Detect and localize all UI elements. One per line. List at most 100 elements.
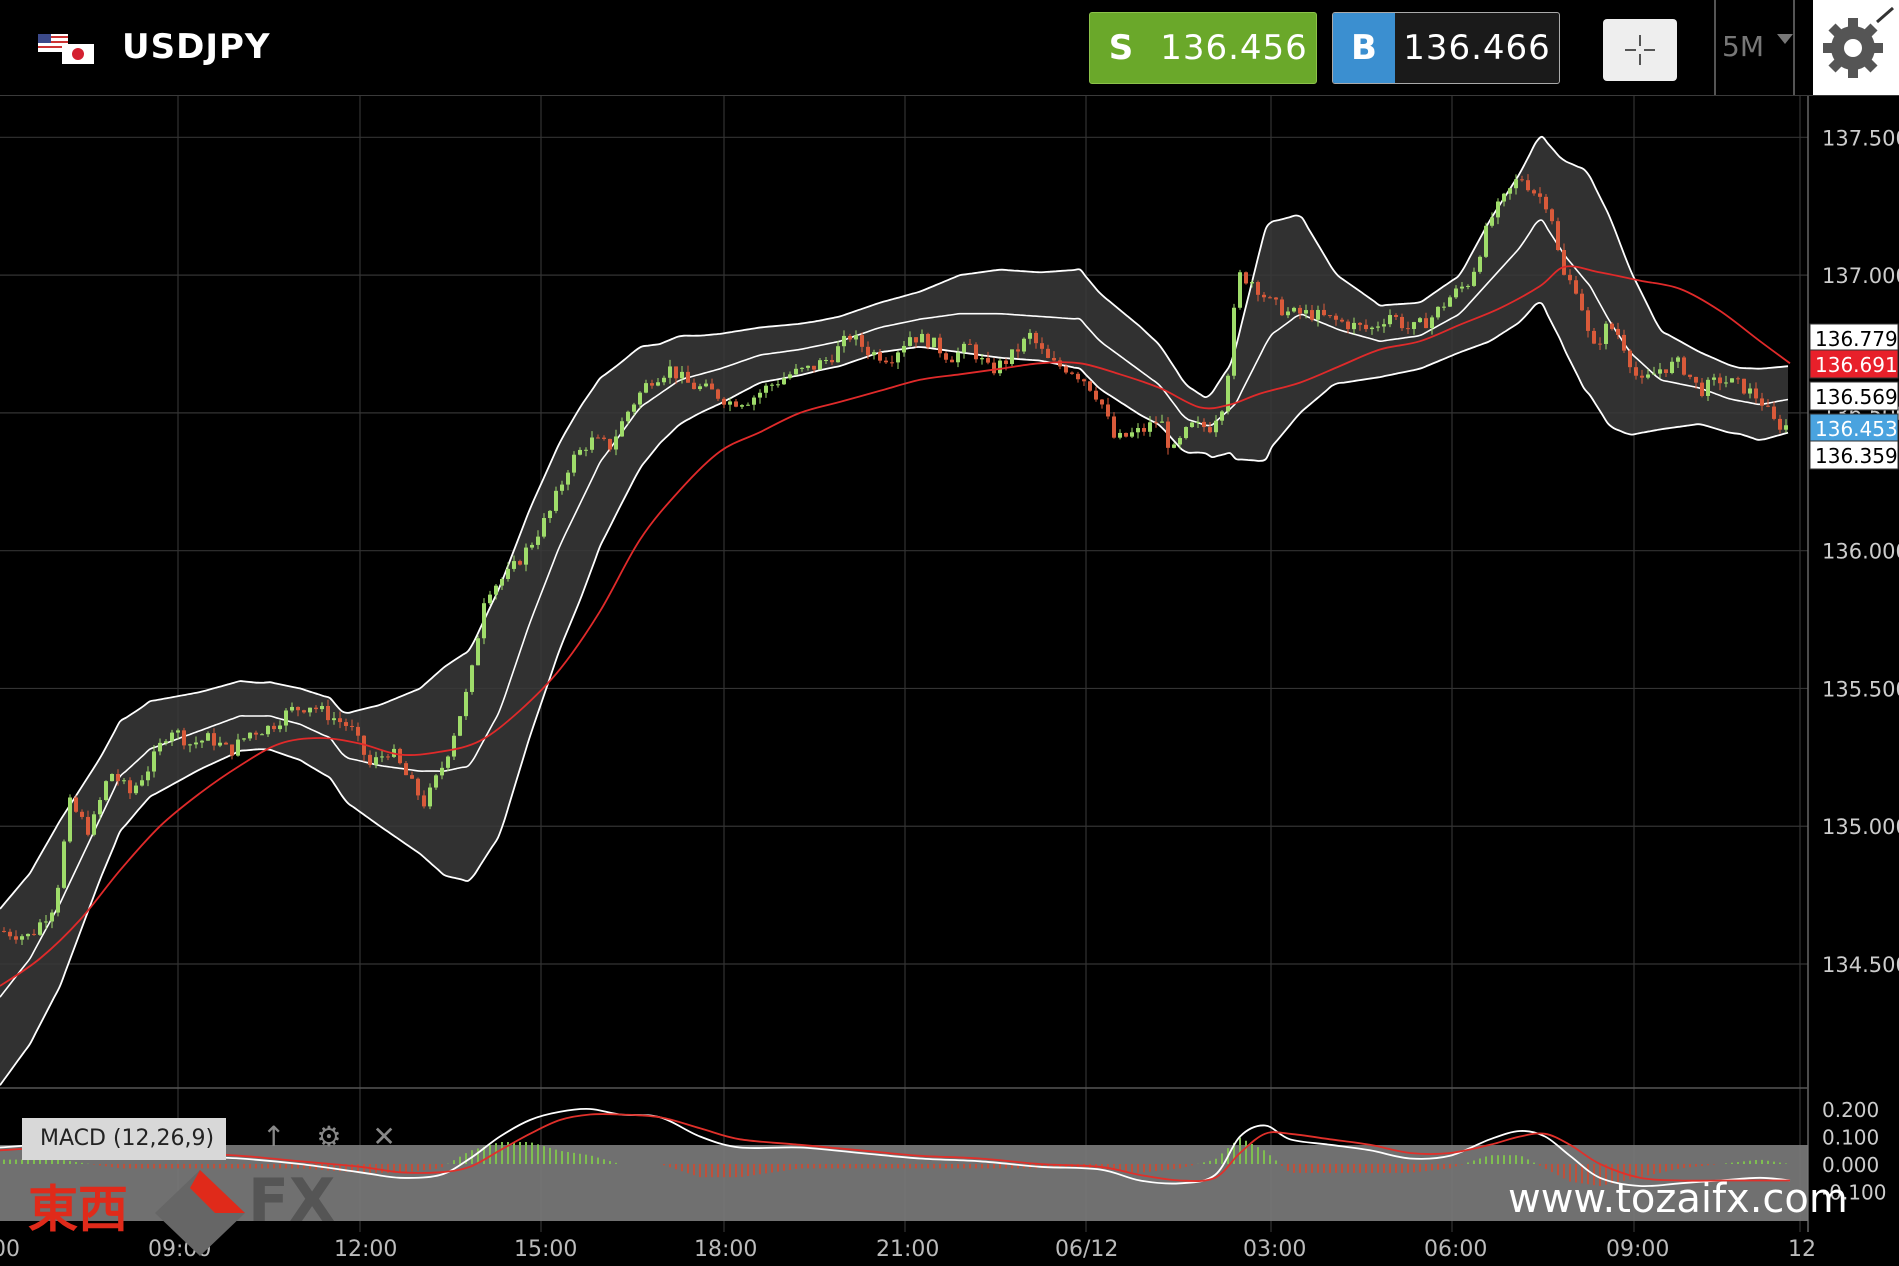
candlesticks: [2, 174, 1788, 946]
move-up-icon[interactable]: ↑: [262, 1120, 286, 1153]
candle-body: [386, 756, 390, 758]
candle-body: [1664, 369, 1668, 374]
candle-body: [1742, 378, 1746, 394]
candle-body: [506, 568, 510, 579]
candle-body: [1364, 324, 1368, 330]
bollinger-bands: [0, 135, 1789, 1086]
logo-diamond-icon: [155, 1170, 246, 1256]
candle-body: [848, 335, 852, 340]
candle-body: [326, 705, 330, 721]
candle-body: [1784, 425, 1788, 430]
candle-body: [752, 397, 756, 405]
candle-body: [1208, 427, 1212, 433]
candle-body: [302, 710, 306, 713]
buy-price: 136.466: [1403, 28, 1551, 68]
candle-body: [1484, 225, 1488, 257]
candle-body: [146, 771, 150, 781]
candle-body: [2, 930, 6, 932]
sell-price: 136.456: [1160, 28, 1308, 68]
sell-letter: S: [1108, 28, 1134, 68]
candle-body: [1268, 297, 1272, 299]
candle-body: [218, 742, 222, 746]
candle-body: [782, 378, 786, 385]
gear-icon: [1823, 6, 1894, 78]
candle-body: [110, 773, 114, 782]
macd-tick-label: 0.100: [1822, 1126, 1879, 1150]
candle-body: [1148, 422, 1152, 432]
candle-body: [1070, 372, 1074, 374]
candle-body: [1052, 357, 1056, 361]
candle-body: [926, 333, 930, 348]
candle-body: [728, 401, 732, 405]
candle-body: [914, 337, 918, 343]
candle-body: [950, 359, 954, 363]
candle-body: [1064, 366, 1068, 373]
candle-body: [1346, 321, 1350, 330]
remove-indicator-icon[interactable]: ✕: [372, 1120, 396, 1153]
candle-body: [1538, 193, 1542, 197]
price-tag: [1809, 381, 1899, 411]
candle-body: [878, 352, 882, 361]
candle-body: [1172, 444, 1176, 448]
candle-body: [944, 353, 948, 360]
candle-body: [716, 389, 720, 399]
candle-body: [1490, 217, 1494, 226]
macd-indicator-label[interactable]: MACD (12,26,9): [22, 1118, 226, 1160]
indicator-settings-icon[interactable]: ⚙: [316, 1120, 342, 1153]
candle-body: [32, 933, 36, 935]
settings-button[interactable]: [1813, 0, 1899, 95]
candle-body: [200, 740, 204, 743]
candle-body: [986, 358, 990, 363]
price-tag: [1809, 413, 1899, 443]
macd-tick-label: -0.100: [1822, 1181, 1886, 1205]
crosshair-icon: [1625, 35, 1655, 65]
candle-body: [332, 718, 336, 721]
candle-body: [434, 775, 438, 788]
candle-body: [158, 742, 162, 752]
candle-body: [1646, 374, 1650, 378]
candle-body: [1670, 361, 1674, 374]
candle-body: [1394, 315, 1398, 317]
candle-body: [1502, 193, 1506, 202]
candle-body: [1322, 309, 1326, 316]
moving-average-line: [0, 265, 1791, 987]
candle-body: [860, 335, 864, 347]
buy-button[interactable]: B 136.466: [1332, 12, 1560, 84]
candle-body: [1274, 297, 1278, 300]
candle-body: [572, 454, 576, 473]
brand-logo-fx: FX: [248, 1166, 336, 1236]
timeframe-selector[interactable]: 5M: [1722, 30, 1793, 63]
candle-body: [980, 358, 984, 360]
candle-body: [410, 775, 414, 779]
candle-body: [632, 404, 636, 412]
candle-body: [1328, 315, 1332, 317]
candle-body: [1730, 378, 1734, 383]
candle-body: [1772, 406, 1776, 419]
candle-body: [1286, 311, 1290, 316]
candle-body: [1136, 428, 1140, 433]
candle-body: [1046, 348, 1050, 358]
candle-body: [1190, 422, 1194, 428]
crosshair-button[interactable]: [1603, 19, 1677, 81]
candle-body: [242, 738, 246, 740]
candle-body: [1310, 310, 1314, 320]
candle-body: [260, 734, 264, 736]
candle-body: [1718, 377, 1722, 384]
candle-body: [1118, 432, 1122, 438]
candle-body: [692, 382, 696, 390]
candle-body: [596, 437, 600, 439]
sell-button[interactable]: S 136.456: [1089, 12, 1317, 84]
candle-body: [1034, 332, 1038, 344]
candle-body: [1196, 421, 1200, 423]
candle-body: [836, 346, 840, 363]
candle-body: [278, 725, 282, 730]
candle-body: [422, 795, 426, 807]
candle-body: [338, 718, 342, 723]
candle-body: [998, 360, 1002, 374]
candle-body: [890, 362, 894, 364]
candle-body: [1688, 374, 1692, 377]
candle-body: [1562, 249, 1566, 275]
candle-body: [440, 767, 444, 776]
candle-body: [1694, 376, 1698, 383]
